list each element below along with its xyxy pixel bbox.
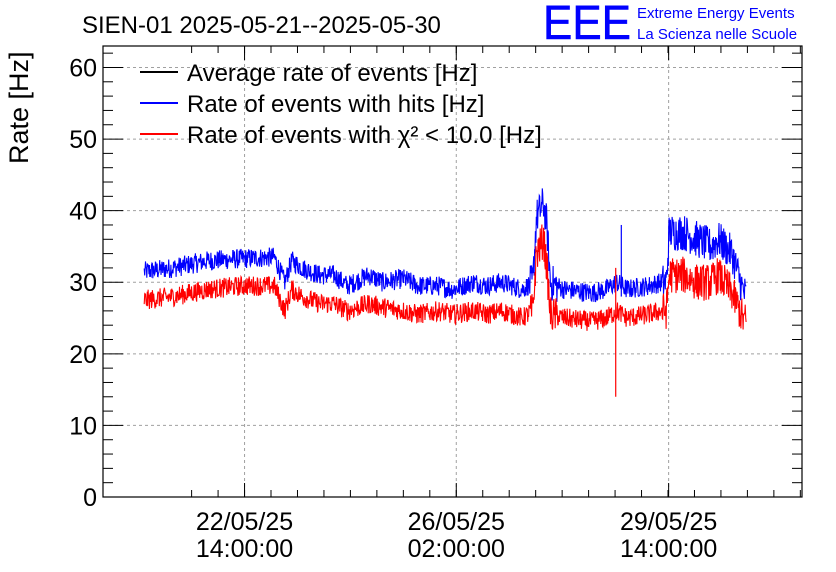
y-tick-label: 50 bbox=[69, 126, 97, 154]
legend-label-0: Average rate of events [Hz] bbox=[187, 60, 477, 87]
axis-ticks bbox=[103, 46, 802, 498]
x-tick-label-date: 26/05/25 bbox=[408, 508, 505, 536]
y-tick-label: 40 bbox=[69, 198, 97, 226]
y-tick-label: 0 bbox=[83, 484, 97, 512]
grid-lines bbox=[103, 46, 802, 497]
data-series bbox=[143, 188, 747, 397]
chart-title: SIEN-01 2025-05-21--2025-05-30 bbox=[82, 12, 441, 39]
y-tick-label: 20 bbox=[69, 341, 97, 369]
y-axis-label: Rate [Hz] bbox=[4, 51, 34, 164]
legend-label-2: Rate of events with χ² < 10.0 [Hz] bbox=[187, 122, 542, 149]
x-tick-label-time: 14:00:00 bbox=[196, 535, 293, 563]
y-tick-label: 30 bbox=[69, 269, 97, 297]
hits-rate-line bbox=[143, 188, 747, 303]
y-tick-label: 60 bbox=[69, 54, 97, 82]
legend-label-1: Rate of events with hits [Hz] bbox=[187, 91, 484, 118]
logo-line-2: La Scienza nelle Scuole bbox=[637, 26, 797, 43]
x-tick-label-time: 14:00:00 bbox=[620, 535, 717, 563]
y-tick-labels: 0 10 20 30 40 50 60 bbox=[69, 54, 97, 512]
eee-logo-mark: EEE bbox=[543, 0, 631, 50]
x-tick-label-date: 29/05/25 bbox=[620, 508, 717, 536]
x-tick-label-date: 22/05/25 bbox=[196, 508, 293, 536]
logo-line-1: Extreme Energy Events bbox=[637, 5, 795, 22]
y-tick-label: 10 bbox=[69, 412, 97, 440]
eee-logo: EEE Extreme Energy Events La Scienza nel… bbox=[543, 0, 797, 50]
x-tick-label-time: 02:00:00 bbox=[408, 535, 505, 563]
x-tick-labels: 22/05/2514:00:0026/05/2502:00:0029/05/25… bbox=[196, 508, 717, 563]
plot-frame bbox=[102, 45, 803, 498]
chi2-rate-line bbox=[143, 224, 747, 331]
legend: Average rate of events [Hz] Rate of event… bbox=[140, 60, 542, 149]
